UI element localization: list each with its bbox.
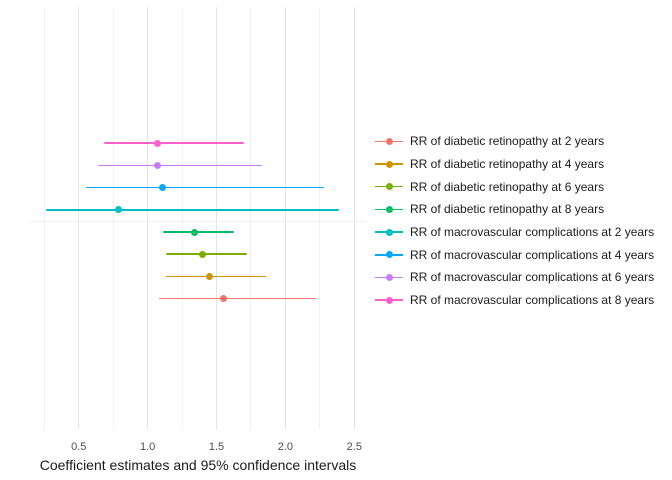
legend-key-point xyxy=(385,228,393,236)
estimate-point xyxy=(199,250,207,258)
x-tick-label: 1.5 xyxy=(208,441,225,453)
legend-key-point xyxy=(385,183,393,191)
estimate-point xyxy=(153,161,161,169)
estimate-point xyxy=(115,206,123,214)
legend-label: RR of macrovascular complications at 8 y… xyxy=(410,293,655,308)
legend-key-icon xyxy=(374,202,404,216)
legend-label: RR of diabetic retinopathy at 8 years xyxy=(410,202,605,217)
x-tick-label: 1.0 xyxy=(139,441,156,453)
legend-key-icon xyxy=(374,225,404,239)
legend-item: RR of macrovascular complications at 4 y… xyxy=(374,243,670,266)
legend-item: RR of diabetic retinopathy at 6 years xyxy=(374,175,670,198)
estimate-point xyxy=(159,184,167,192)
x-gridline-minor xyxy=(319,7,321,429)
ci-line xyxy=(45,209,340,211)
ci-line xyxy=(98,164,262,167)
group-separator-gridline xyxy=(30,220,366,222)
x-gridline-major xyxy=(216,7,218,429)
legend-label: RR of macrovascular complications at 2 y… xyxy=(410,225,655,240)
x-gridline-major xyxy=(284,7,286,429)
legend-item: RR of macrovascular complications at 6 y… xyxy=(374,266,670,289)
x-tick-label: 2.0 xyxy=(277,441,294,453)
legend-key-icon xyxy=(374,134,404,148)
legend-label: RR of macrovascular complications at 6 y… xyxy=(410,270,655,285)
estimate-point xyxy=(206,272,214,280)
ci-line xyxy=(162,231,235,233)
x-axis-title: Coefficient estimates and 95% confidence… xyxy=(39,457,357,473)
legend-item: RR of diabetic retinopathy at 4 years xyxy=(374,153,670,176)
legend-key-point xyxy=(385,273,393,281)
legend-key-point xyxy=(385,296,393,304)
legend-label: RR of diabetic retinopathy at 4 years xyxy=(410,157,605,172)
legend-key-icon xyxy=(374,293,404,307)
ci-line xyxy=(103,142,245,144)
legend-label: RR of macrovascular complications at 4 y… xyxy=(410,247,655,262)
estimate-point xyxy=(153,139,161,147)
x-gridline-minor xyxy=(181,7,183,429)
legend: RR of diabetic retinopathy at 2 years RR … xyxy=(374,130,670,312)
legend-key-point xyxy=(385,205,393,213)
x-gridline-minor xyxy=(250,7,252,429)
x-gridline-major xyxy=(78,7,80,429)
ci-line xyxy=(85,186,324,189)
x-tick-label: 2.5 xyxy=(346,441,362,453)
legend-item: RR of macrovascular complications at 8 y… xyxy=(374,289,670,312)
legend-key-icon xyxy=(374,248,404,262)
x-tick-label: 0.5 xyxy=(71,441,87,453)
x-gridline-major xyxy=(147,7,149,429)
legend-key-point xyxy=(385,137,393,145)
legend-item: RR of diabetic retinopathy at 2 years xyxy=(374,130,670,153)
legend-item: RR of diabetic retinopathy at 8 years xyxy=(374,198,670,221)
ci-line xyxy=(165,275,267,278)
legend-key-point xyxy=(385,251,393,259)
ci-line xyxy=(158,297,316,300)
legend-label: RR of diabetic retinopathy at 2 years xyxy=(410,134,605,149)
estimate-point xyxy=(219,295,227,303)
legend-key-point xyxy=(385,160,393,168)
legend-key-icon xyxy=(374,270,404,284)
x-gridline-major xyxy=(353,7,355,429)
x-gridline-minor xyxy=(43,7,45,429)
legend-key-icon xyxy=(374,157,404,171)
ci-line xyxy=(165,253,247,255)
estimate-point xyxy=(190,228,198,236)
legend-key-icon xyxy=(374,180,404,194)
legend-item: RR of macrovascular complications at 2 y… xyxy=(374,221,670,244)
legend-label: RR of diabetic retinopathy at 6 years xyxy=(410,179,605,194)
x-gridline-minor xyxy=(112,7,114,429)
